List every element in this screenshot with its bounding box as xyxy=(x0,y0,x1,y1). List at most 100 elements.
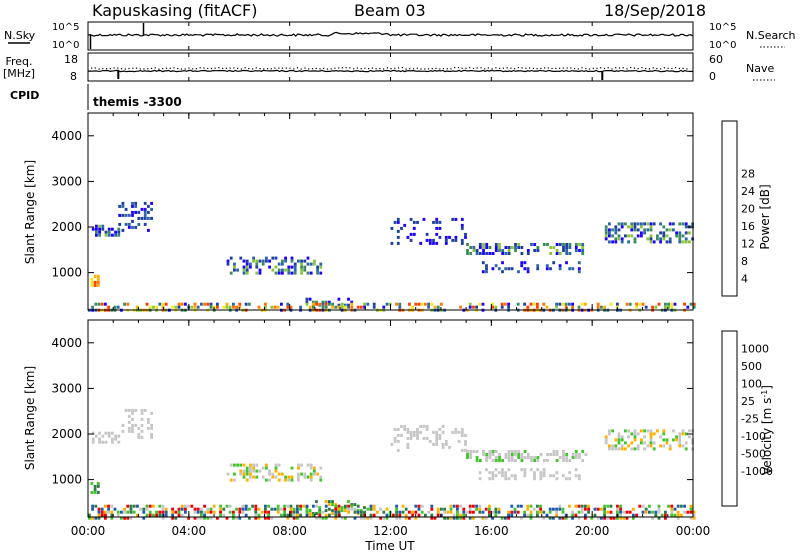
y-tick-label: 2000 xyxy=(51,427,82,441)
rti-cell xyxy=(174,510,178,514)
rti-cell xyxy=(485,264,488,268)
rti-cell xyxy=(95,227,98,231)
rti-cell xyxy=(616,510,619,514)
rti-cell xyxy=(460,448,464,452)
rti-cell xyxy=(257,507,261,511)
nave-dot xyxy=(293,68,295,70)
rti-cell xyxy=(309,475,313,479)
nave-tick-bottom: 0 xyxy=(709,70,716,83)
station-title: Kapuskasing (fitACF) xyxy=(92,1,257,20)
rti-cell xyxy=(300,265,303,269)
rti-cell xyxy=(147,204,150,208)
time-axis: 00:00 04:00 08:00 12:00 16:00 20:00 00:00 xyxy=(71,22,710,538)
rti-cell xyxy=(360,305,363,309)
rti-cell xyxy=(274,256,278,260)
rti-cell xyxy=(137,426,141,430)
rti-cell xyxy=(121,228,125,232)
rti-cell xyxy=(95,233,98,237)
rti-cell xyxy=(565,246,569,249)
rti-cell xyxy=(340,305,344,309)
rti-cell xyxy=(289,305,293,309)
rti-cell xyxy=(574,513,578,517)
rti-cell xyxy=(611,447,614,451)
rti-cell xyxy=(558,302,562,306)
rti-cell xyxy=(520,261,524,265)
rti-cell xyxy=(161,510,165,514)
rti-cell xyxy=(140,411,144,415)
rti-cell xyxy=(485,459,489,462)
rti-cell xyxy=(640,438,643,442)
rti-cell xyxy=(270,507,274,511)
rti-cell xyxy=(277,268,281,272)
rti-cell xyxy=(668,444,672,448)
rti-cell xyxy=(283,507,286,511)
rti-cell xyxy=(454,238,458,242)
rti-cell xyxy=(624,234,627,238)
rti-cell xyxy=(620,237,624,241)
rti-cell xyxy=(646,444,650,448)
rti-cell xyxy=(469,456,473,459)
rti-cell xyxy=(464,235,467,239)
rti-cell xyxy=(668,447,672,451)
nave-dot xyxy=(596,67,598,69)
rti-cell xyxy=(331,500,334,504)
rti-cell xyxy=(466,450,469,453)
nave-dot xyxy=(233,67,235,69)
rti-cell xyxy=(416,220,419,224)
rti-cell xyxy=(177,305,181,309)
x-tick-label: 00:00 xyxy=(71,524,106,538)
rti-cell xyxy=(558,456,562,459)
rti-cell xyxy=(481,261,485,265)
rti-cell xyxy=(549,252,553,255)
rti-cell xyxy=(180,507,184,511)
rti-cell xyxy=(683,510,686,514)
rti-cell xyxy=(315,300,318,304)
rti-cell xyxy=(565,453,569,456)
rti-cell xyxy=(372,507,376,511)
rti-cell xyxy=(393,220,397,224)
rti-cell xyxy=(643,228,646,232)
rti-cell xyxy=(670,305,674,309)
rti-cell xyxy=(652,222,656,226)
rti-cell xyxy=(318,509,322,513)
rti-cell xyxy=(271,472,275,476)
rti-cell xyxy=(91,507,94,511)
nave-dot xyxy=(424,68,426,70)
rti-cell xyxy=(417,513,421,517)
rti-cell xyxy=(684,237,688,241)
rti-cell xyxy=(619,504,622,508)
rti-cell xyxy=(627,429,630,433)
nave-dot xyxy=(517,67,519,69)
rti-cell xyxy=(681,432,685,436)
rti-cell xyxy=(385,513,389,517)
rti-cell xyxy=(254,507,258,511)
rti-cell xyxy=(193,302,197,306)
nave-dot xyxy=(446,68,448,70)
rti-cell xyxy=(507,459,511,462)
rti-cell xyxy=(331,503,334,507)
rti-cell xyxy=(93,484,97,488)
rti-cell xyxy=(245,265,249,269)
rti-cell xyxy=(435,220,439,224)
rti-cell xyxy=(396,217,400,221)
nave-dot xyxy=(210,67,212,70)
rti-cell xyxy=(134,423,138,427)
rti-cell xyxy=(652,240,656,244)
rti-cell xyxy=(280,513,283,517)
rti-cell xyxy=(692,305,696,309)
nave-dot xyxy=(506,67,508,69)
rti-cell xyxy=(305,504,309,508)
rti-cell xyxy=(300,259,303,263)
rti-cell xyxy=(131,201,134,205)
rti-cell xyxy=(656,234,659,238)
rti-cell xyxy=(466,243,469,246)
rti-cell xyxy=(435,217,439,221)
rti-cell xyxy=(636,447,640,451)
rti-cell xyxy=(350,504,354,508)
rti-cell xyxy=(252,466,255,470)
rti-cell xyxy=(255,262,259,266)
rti-cell xyxy=(283,510,286,514)
rti-cell xyxy=(520,456,524,459)
rti-cell xyxy=(134,204,138,208)
rti-cell xyxy=(530,243,533,246)
